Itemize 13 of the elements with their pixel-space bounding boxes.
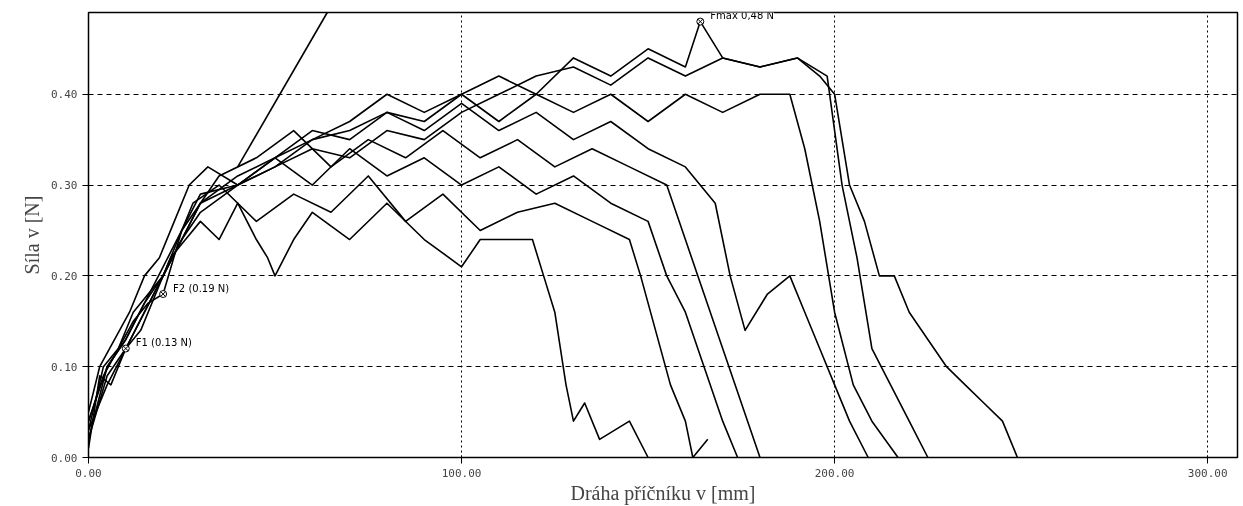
y-tick-label: 0.00 (51, 451, 78, 465)
y-tick-label: 0.20 (51, 269, 78, 283)
y-tick-label: 0.40 (51, 88, 78, 102)
annotation: F1 (0.13 N) (135, 337, 192, 349)
x-tick-label: 300.00 (1187, 466, 1228, 480)
x-tick-label: 200.00 (814, 466, 855, 480)
y-tick-label: 0.10 (51, 360, 78, 374)
x-tick-label: 100.00 (441, 466, 482, 480)
y-tick-label: 0.30 (51, 179, 78, 193)
x-tick-label: 0.00 (75, 466, 102, 480)
annotation: F2 (0.19 N) (173, 282, 230, 294)
y-axis-title: Síla v [N] (21, 195, 44, 275)
x-axis-title: Dráha příčníku v [mm] (570, 481, 756, 505)
